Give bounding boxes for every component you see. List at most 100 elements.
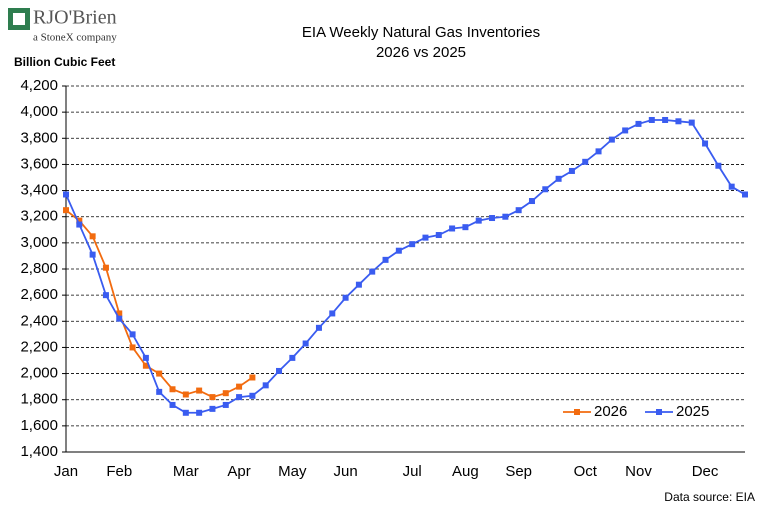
data-point	[209, 394, 216, 401]
data-point	[662, 116, 669, 123]
data-point	[209, 405, 216, 412]
data-point	[608, 136, 615, 143]
data-point	[422, 234, 429, 241]
y-tick-label: 3,800	[20, 129, 58, 146]
data-point	[169, 386, 176, 393]
x-tick-label: May	[278, 463, 307, 480]
data-point	[89, 251, 96, 258]
data-point	[63, 191, 69, 198]
data-point	[475, 217, 482, 224]
data-point	[169, 401, 176, 408]
data-point	[715, 162, 722, 169]
data-point	[329, 310, 336, 317]
data-point	[409, 241, 416, 248]
y-tick-label: 2,800	[20, 260, 58, 277]
data-point	[89, 233, 96, 240]
legend-label: 2026	[594, 403, 627, 420]
data-point	[222, 390, 229, 397]
data-point	[315, 324, 322, 331]
data-point	[182, 391, 189, 398]
data-point	[742, 191, 748, 198]
data-point	[63, 207, 69, 214]
data-point	[196, 409, 203, 416]
data-point	[182, 409, 189, 416]
y-tick-label: 1,400	[20, 443, 58, 460]
x-tick-label: Oct	[574, 463, 598, 480]
data-point	[435, 232, 442, 239]
data-point	[196, 387, 203, 394]
y-axis-label: Billion Cubic Feet	[14, 55, 115, 69]
data-point	[302, 340, 309, 347]
y-tick-label: 2,400	[20, 312, 58, 329]
data-point	[542, 186, 549, 193]
y-tick-label: 3,000	[20, 234, 58, 251]
data-point	[648, 116, 655, 123]
data-point	[142, 362, 149, 369]
x-tick-label: Dec	[692, 463, 719, 480]
x-tick-label: Feb	[106, 463, 132, 480]
data-point	[116, 310, 123, 317]
data-point	[129, 331, 136, 338]
legend-label: 2025	[676, 403, 709, 420]
x-tick-label: Aug	[452, 463, 479, 480]
x-tick-label: Nov	[625, 463, 652, 480]
y-tick-label: 3,400	[20, 182, 58, 199]
data-point	[249, 392, 256, 399]
data-point	[728, 183, 735, 190]
legend-marker	[574, 409, 580, 415]
y-tick-label: 4,200	[20, 77, 58, 94]
x-tick-label: Sep	[505, 463, 532, 480]
x-tick-label: Jan	[54, 463, 78, 480]
data-point	[449, 225, 456, 232]
x-tick-label: Mar	[173, 463, 199, 480]
data-point	[595, 148, 602, 155]
data-point	[156, 370, 163, 377]
data-point	[76, 221, 83, 228]
data-point	[635, 120, 642, 127]
data-point	[568, 167, 575, 174]
data-point	[142, 354, 149, 361]
data-point	[502, 213, 509, 220]
y-tick-label: 3,200	[20, 208, 58, 225]
data-point	[236, 394, 243, 401]
data-point	[382, 256, 389, 263]
source-note: Data source: EIA	[664, 490, 755, 504]
data-point	[129, 344, 136, 351]
data-point	[528, 198, 535, 205]
data-point	[369, 268, 376, 275]
y-tick-label: 1,800	[20, 391, 58, 408]
chart-subtitle: 2026 vs 2025	[376, 44, 466, 61]
y-tick-label: 2,000	[20, 365, 58, 382]
y-tick-label: 2,600	[20, 286, 58, 303]
data-point	[276, 367, 283, 374]
logo-name: RJO'Brien	[33, 7, 117, 29]
data-point	[102, 292, 109, 299]
data-point	[342, 294, 349, 301]
data-point	[156, 388, 163, 395]
data-point	[249, 374, 256, 381]
data-point	[262, 382, 269, 389]
data-point	[116, 315, 123, 322]
data-point	[102, 264, 109, 271]
data-point	[355, 281, 362, 288]
data-point	[462, 224, 469, 231]
data-point	[555, 175, 562, 182]
x-tick-label: Jul	[403, 463, 422, 480]
logo-tagline: a StoneX company	[33, 32, 117, 44]
chart-title: EIA Weekly Natural Gas Inventories	[302, 24, 540, 41]
legend-marker	[656, 409, 662, 415]
data-point	[688, 119, 695, 126]
series-line	[65, 119, 746, 414]
data-point	[702, 140, 709, 147]
data-point	[289, 354, 296, 361]
data-point	[582, 158, 589, 165]
data-point	[236, 383, 243, 390]
data-point	[222, 401, 229, 408]
x-tick-label: Jun	[333, 463, 357, 480]
data-point	[622, 127, 629, 134]
data-point	[675, 118, 682, 125]
data-point	[76, 217, 83, 224]
data-point	[395, 247, 402, 254]
data-point	[515, 207, 522, 214]
